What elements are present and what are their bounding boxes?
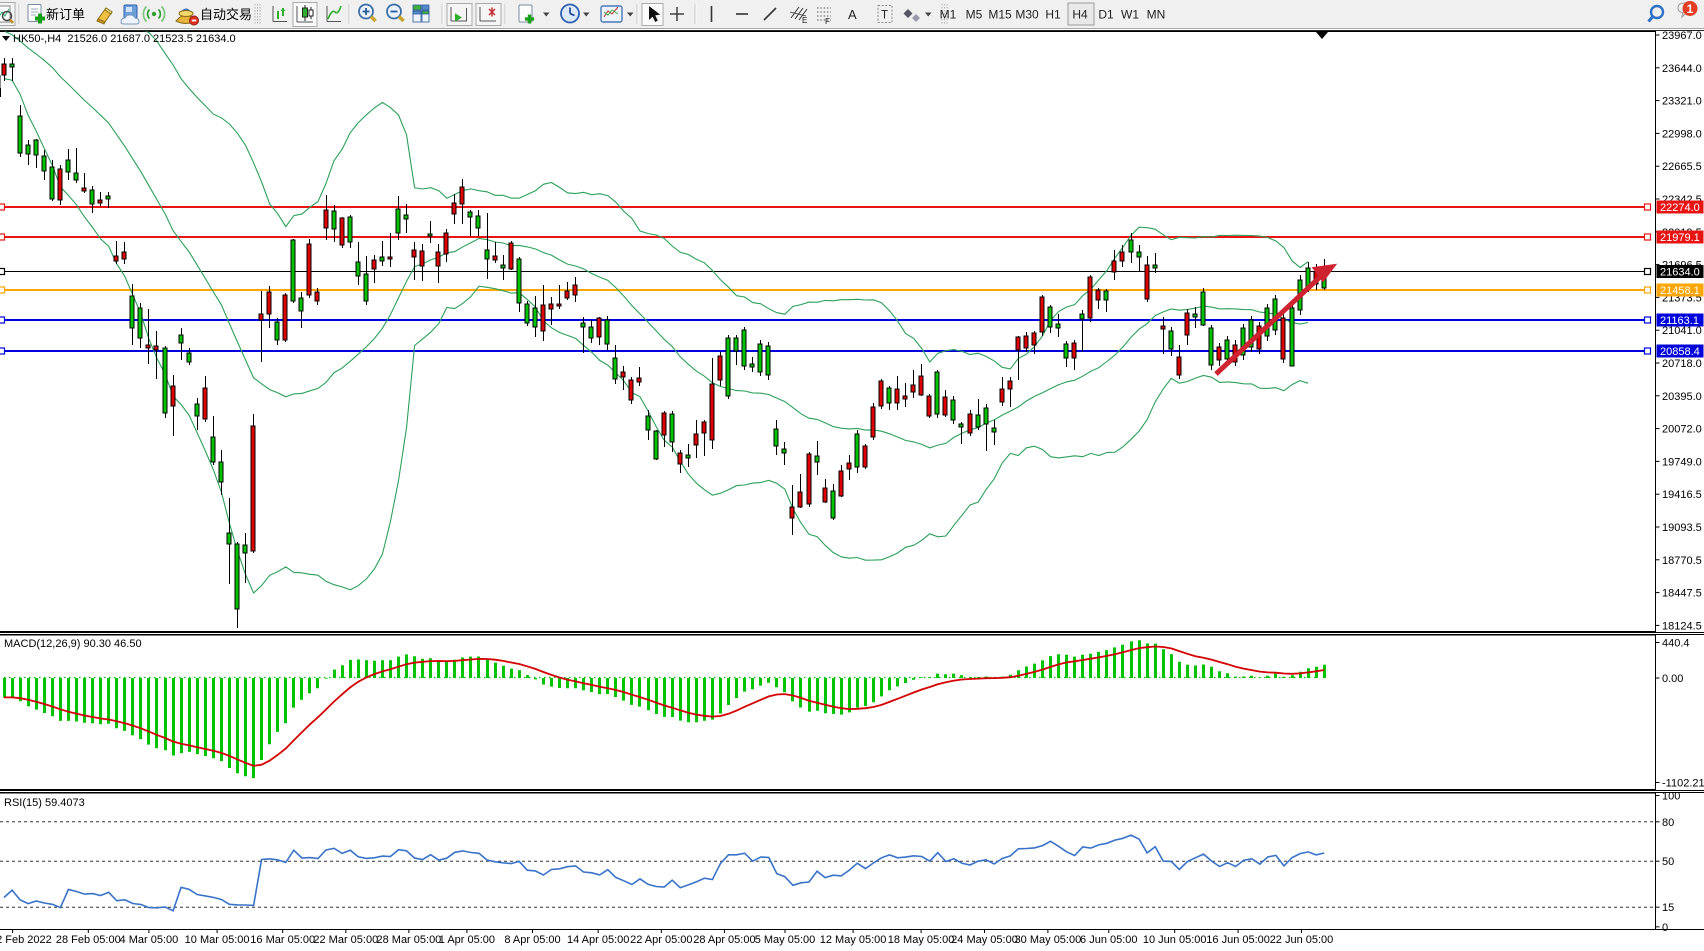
svg-text:自动交易: 自动交易 — [200, 7, 252, 22]
svg-text:22 Feb 2022: 22 Feb 2022 — [0, 934, 52, 946]
svg-text:21979.1: 21979.1 — [1660, 232, 1700, 244]
svg-text:F: F — [825, 17, 830, 26]
svg-text:21634.0: 21634.0 — [1660, 267, 1700, 279]
svg-text:10 Mar 05:00: 10 Mar 05:00 — [185, 934, 250, 946]
svg-text:22998.0: 22998.0 — [1662, 128, 1702, 140]
svg-text:16 Mar 05:00: 16 Mar 05:00 — [250, 934, 315, 946]
svg-text:20072.0: 20072.0 — [1662, 424, 1702, 436]
svg-text:20858.4: 20858.4 — [1660, 346, 1700, 358]
svg-text:18 May 05:00: 18 May 05:00 — [888, 934, 955, 946]
svg-text:4 Mar 05:00: 4 Mar 05:00 — [120, 934, 179, 946]
svg-text:18447.5: 18447.5 — [1662, 588, 1702, 600]
svg-text:T: T — [881, 10, 888, 22]
svg-text:M1: M1 — [940, 8, 957, 22]
svg-text:28 Feb 05:00: 28 Feb 05:00 — [56, 934, 121, 946]
svg-text:21458.1: 21458.1 — [1660, 285, 1700, 297]
svg-text:8 Apr 05:00: 8 Apr 05:00 — [504, 934, 560, 946]
svg-text:H1: H1 — [1045, 8, 1061, 22]
svg-text:0.00: 0.00 — [1662, 673, 1683, 685]
svg-text:19093.5: 19093.5 — [1662, 522, 1702, 534]
svg-text:16 Jun 05:00: 16 Jun 05:00 — [1206, 934, 1270, 946]
svg-text:H4: H4 — [1072, 8, 1088, 22]
svg-text:21163.1: 21163.1 — [1660, 315, 1699, 327]
svg-text:22 Jun 05:00: 22 Jun 05:00 — [1270, 934, 1334, 946]
svg-text:24 May 05:00: 24 May 05:00 — [951, 934, 1018, 946]
svg-text:440.4: 440.4 — [1662, 638, 1690, 650]
svg-text:23321.0: 23321.0 — [1662, 96, 1702, 108]
svg-text:M30: M30 — [1015, 8, 1039, 22]
svg-text:MN: MN — [1147, 8, 1166, 22]
svg-text:新订单: 新订单 — [46, 7, 85, 22]
svg-text:22 Mar 05:00: 22 Mar 05:00 — [313, 934, 378, 946]
svg-text:20718.0: 20718.0 — [1662, 358, 1702, 370]
svg-text:80: 80 — [1662, 817, 1674, 829]
svg-text:-1102.21: -1102.21 — [1662, 778, 1704, 790]
svg-text:M5: M5 — [966, 8, 983, 22]
svg-text:HK50-,H4 21526.0 21687.0 2152: HK50-,H4 21526.0 21687.0 21523.5 21634.0 — [13, 33, 236, 45]
svg-text:18124.5: 18124.5 — [1662, 620, 1702, 632]
svg-text:5 May 05:00: 5 May 05:00 — [755, 934, 816, 946]
svg-text:W1: W1 — [1121, 8, 1139, 22]
svg-text:19416.5: 19416.5 — [1662, 489, 1702, 501]
svg-text:A: A — [848, 7, 857, 22]
svg-text:50: 50 — [1662, 856, 1674, 868]
svg-text:MACD(12,26,9) 90.30 46.50: MACD(12,26,9) 90.30 46.50 — [4, 638, 142, 650]
svg-text:E: E — [802, 16, 807, 25]
svg-text:15: 15 — [1662, 902, 1674, 914]
svg-text:M15: M15 — [988, 8, 1012, 22]
svg-text:D1: D1 — [1098, 8, 1114, 22]
svg-text:22274.0: 22274.0 — [1660, 202, 1700, 214]
svg-text:22 Apr 05:00: 22 Apr 05:00 — [630, 934, 692, 946]
svg-text:1: 1 — [1687, 2, 1694, 16]
svg-text:28 Mar 05:00: 28 Mar 05:00 — [376, 934, 441, 946]
svg-text:20395.0: 20395.0 — [1662, 391, 1702, 403]
svg-text:19749.0: 19749.0 — [1662, 456, 1702, 468]
svg-text:22665.5: 22665.5 — [1662, 161, 1702, 173]
svg-text:100: 100 — [1662, 791, 1680, 803]
svg-text:1 Apr 05:00: 1 Apr 05:00 — [439, 934, 495, 946]
svg-text:23644.0: 23644.0 — [1662, 63, 1702, 75]
svg-text:6 Jun 05:00: 6 Jun 05:00 — [1080, 934, 1138, 946]
svg-text:0: 0 — [1662, 922, 1668, 934]
svg-text:23967.0: 23967.0 — [1662, 30, 1702, 42]
svg-text:12 May 05:00: 12 May 05:00 — [820, 934, 887, 946]
svg-text:RSI(15) 59.4073: RSI(15) 59.4073 — [4, 797, 85, 809]
svg-text:30 May 05:00: 30 May 05:00 — [1015, 934, 1082, 946]
svg-text:18770.5: 18770.5 — [1662, 555, 1702, 567]
svg-text:14 Apr 05:00: 14 Apr 05:00 — [567, 934, 629, 946]
svg-text:28 Apr 05:00: 28 Apr 05:00 — [693, 934, 755, 946]
svg-text:10 Jun 05:00: 10 Jun 05:00 — [1143, 934, 1207, 946]
svg-text:21041.0: 21041.0 — [1662, 325, 1702, 337]
